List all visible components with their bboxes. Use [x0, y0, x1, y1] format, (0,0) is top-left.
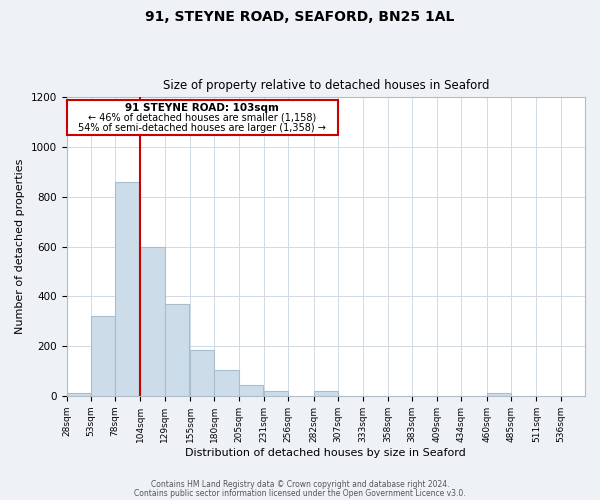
Bar: [214, 370, 239, 396]
Bar: [165, 304, 189, 396]
X-axis label: Distribution of detached houses by size in Seaford: Distribution of detached houses by size …: [185, 448, 466, 458]
Bar: [190, 350, 214, 396]
Bar: [67, 394, 91, 396]
FancyBboxPatch shape: [67, 100, 338, 134]
Bar: [239, 384, 263, 396]
Bar: [487, 394, 511, 396]
Title: Size of property relative to detached houses in Seaford: Size of property relative to detached ho…: [163, 79, 489, 92]
Bar: [115, 182, 139, 396]
Bar: [140, 246, 165, 396]
Y-axis label: Number of detached properties: Number of detached properties: [15, 159, 25, 334]
Bar: [314, 391, 338, 396]
Text: Contains HM Land Registry data © Crown copyright and database right 2024.: Contains HM Land Registry data © Crown c…: [151, 480, 449, 489]
Text: 54% of semi-detached houses are larger (1,358) →: 54% of semi-detached houses are larger (…: [78, 123, 326, 133]
Bar: [264, 391, 289, 396]
Text: 91 STEYNE ROAD: 103sqm: 91 STEYNE ROAD: 103sqm: [125, 104, 279, 114]
Text: Contains public sector information licensed under the Open Government Licence v3: Contains public sector information licen…: [134, 489, 466, 498]
Text: ← 46% of detached houses are smaller (1,158): ← 46% of detached houses are smaller (1,…: [88, 112, 316, 122]
Text: 91, STEYNE ROAD, SEAFORD, BN25 1AL: 91, STEYNE ROAD, SEAFORD, BN25 1AL: [145, 10, 455, 24]
Bar: [91, 316, 115, 396]
